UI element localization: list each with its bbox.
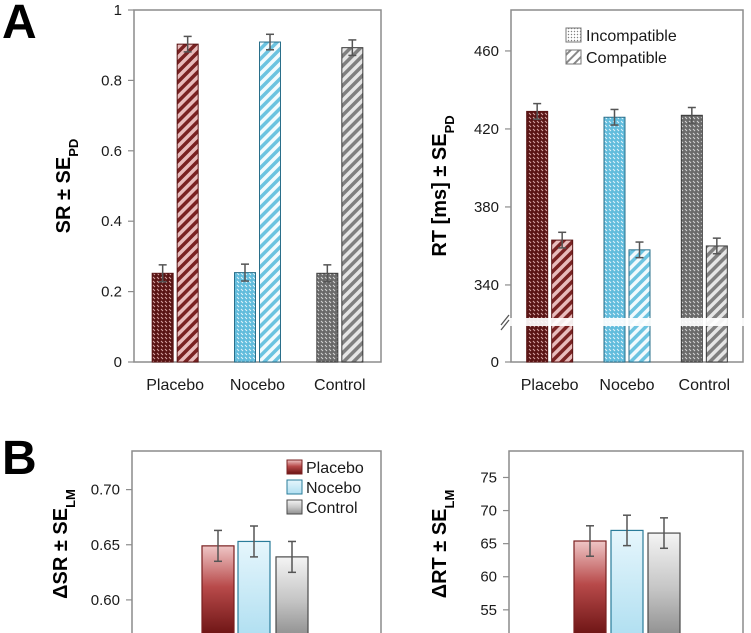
bar-nocebo-compatible	[259, 41, 281, 363]
error-bar	[266, 33, 274, 51]
delta-sr-chart: 0.60 0.65 0.70 Placebo Nocebo Control ΔSR ± SE…	[50, 450, 382, 633]
error-bar	[214, 529, 222, 563]
y-tick-label: 460	[474, 43, 499, 60]
panel-letter-a: A	[2, 0, 37, 49]
error-bar	[323, 264, 332, 283]
y-axis-label-subscript: PD	[442, 115, 457, 133]
y-tick-label: 75	[480, 469, 497, 486]
y-tick-label: 0.2	[101, 284, 122, 301]
y-tick-label: 420	[474, 121, 499, 138]
x-tick-label: Nocebo	[599, 377, 654, 394]
bar-placebo-compatible	[551, 239, 574, 363]
error-bar	[635, 241, 644, 259]
bar-placebo-incompatible	[151, 272, 174, 363]
plot-frame	[508, 450, 744, 633]
bar-nocebo	[610, 529, 644, 633]
error-bar	[183, 35, 192, 53]
y-axis-label-subscript: LM	[442, 490, 457, 509]
y-tick-label: 0.8	[101, 72, 122, 89]
y-axis-label: RT [ms] ± SEPD	[429, 115, 457, 256]
rt-chart: 0 340 380 420 460 Placebo Nocebo Control Incompa…	[429, 9, 745, 394]
x-tick-label: Control	[679, 377, 731, 394]
error-bar	[712, 237, 721, 255]
y-tick-label: 1	[114, 2, 122, 19]
y-tick-label: 340	[474, 277, 499, 294]
y-axis-label-main: RT [ms] ± SE	[429, 133, 451, 256]
panel-letter-b: B	[2, 432, 37, 485]
y-axis-label: ΔRT ± SELM	[429, 490, 457, 599]
y-tick-label: 0.4	[101, 213, 122, 230]
legend-swatch-nocebo	[286, 479, 303, 495]
error-bar	[660, 517, 668, 550]
y-axis-label-main: ΔRT ± SE	[429, 508, 451, 598]
y-tick-label: 60	[480, 569, 497, 586]
x-tick-label: Placebo	[146, 377, 204, 394]
axis-break-mark	[500, 314, 510, 326]
y-axis-label-main: ΔSR ± SE	[50, 508, 72, 599]
y-tick-label: 0	[491, 354, 499, 371]
legend-label-placebo: Placebo	[306, 460, 364, 477]
legend-swatch-incompatible	[565, 27, 582, 43]
y-axis-label-subscript: LM	[63, 489, 78, 508]
legend-label-compatible: Compatible	[586, 50, 667, 67]
plot-frame	[510, 9, 744, 363]
y-tick-label: 0	[114, 354, 122, 371]
error-bar	[241, 263, 249, 282]
error-bar	[623, 514, 631, 547]
y-axis-label: ΔSR ± SELM	[50, 489, 78, 599]
legend-label-incompatible: Incompatible	[586, 28, 677, 45]
y-tick-label: 0.60	[91, 592, 120, 609]
y-tick-label: 0.65	[91, 537, 120, 554]
x-tick-label: Placebo	[521, 377, 579, 394]
error-bar	[348, 39, 357, 57]
error-bar	[586, 525, 594, 557]
x-tick-label: Control	[314, 377, 366, 394]
bar-placebo-compatible	[176, 43, 199, 363]
y-tick-label: 55	[480, 602, 497, 619]
error-bar	[158, 264, 167, 283]
error-bar	[288, 540, 296, 574]
bar-nocebo-incompatible	[234, 272, 256, 363]
y-tick-label: 65	[480, 536, 497, 553]
legend-swatch-control	[286, 499, 303, 515]
legend-label-nocebo: Nocebo	[306, 480, 361, 497]
error-bar	[533, 102, 542, 120]
x-tick-label: Nocebo	[230, 377, 285, 394]
delta-rt-chart: 55 60 65 70 75 ΔRT ± SELM	[429, 450, 744, 633]
y-axis-label: SR ± SEPD	[53, 139, 81, 234]
y-tick-label: 0.70	[91, 482, 120, 499]
error-bar	[250, 525, 258, 558]
error-bar	[558, 231, 567, 249]
axis-break-mark	[500, 319, 510, 331]
sr-chart: 0 0.2 0.4 0.6 0.8 1 Placebo Nocebo Control SR ± S…	[53, 2, 382, 394]
y-tick-label: 70	[480, 503, 497, 520]
bar-control-incompatible	[316, 272, 339, 363]
legend-swatch-placebo	[286, 459, 303, 475]
y-tick-label: 0.6	[101, 143, 122, 160]
plot-frame	[131, 450, 382, 633]
legend-label-control: Control	[306, 500, 358, 517]
axis-break-band	[503, 318, 745, 326]
bar-nocebo-compatible	[628, 249, 651, 363]
bar-control-compatible	[341, 47, 364, 363]
bar-control-compatible	[705, 245, 728, 363]
y-axis-label-subscript: PD	[66, 139, 81, 157]
error-bar	[610, 108, 619, 126]
y-tick-label: 380	[474, 199, 499, 216]
error-bar	[687, 106, 696, 124]
y-axis-label-main: SR ± SE	[53, 157, 75, 234]
legend-swatch-compatible	[565, 49, 582, 65]
plot-frame	[133, 9, 382, 363]
